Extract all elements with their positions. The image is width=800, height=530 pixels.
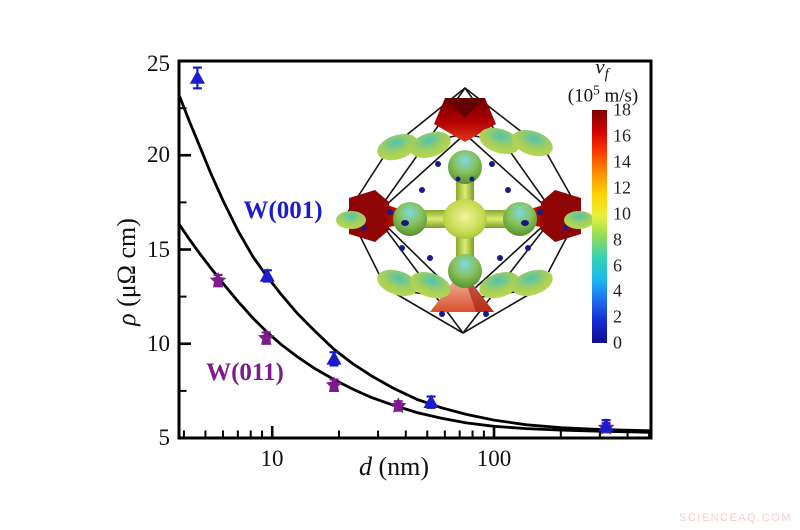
y-tick-label-20: 20 [147,142,170,167]
colorbar-tick-0: 0 [613,332,622,353]
y-tick-label-15: 15 [147,237,170,262]
colorbar-tick-8: 8 [613,229,622,250]
hole-pockets-red [349,98,581,312]
series-label-w011: W(011) [206,359,284,386]
colorbar-tick-14: 14 [613,151,631,172]
hole-ellipsoids [336,127,594,299]
y-tick-label-10: 10 [147,331,170,356]
colorbar-tick-16: 16 [613,125,631,146]
y-tick-label-5: 5 [158,425,171,450]
colorbar-unit: (105 m/s) [567,82,639,107]
blue-dots [361,161,569,317]
series-W(001) [189,66,614,433]
watermark: SCIENCEAQ.COM [678,512,792,524]
colorbar-tick-18: 18 [613,99,631,120]
electron-jack [393,150,537,288]
y-tick-label-25: 25 [147,51,170,76]
x-tick-label-10: 10 [260,446,284,471]
colorbar [592,110,607,343]
axis-ticks [180,59,651,440]
x-tick-label-100: 100 [476,446,512,471]
colorbar-tick-12: 12 [613,177,631,198]
plot-frame [177,59,653,440]
colorbar-tick-4: 4 [613,280,622,301]
colorbar-tick-2: 2 [613,306,622,327]
y-axis-label: ρ (μΩ cm) [112,218,141,326]
fit-curve-W(001) [177,94,652,433]
fermi-surface-inset [336,87,594,334]
colorbar-tick-6: 6 [613,255,622,276]
colorbar-title: vf [595,54,609,83]
series-label-w001: W(001) [243,197,323,224]
colorbar-tick-10: 10 [613,203,631,224]
x-axis-label: d (nm) [358,452,430,481]
